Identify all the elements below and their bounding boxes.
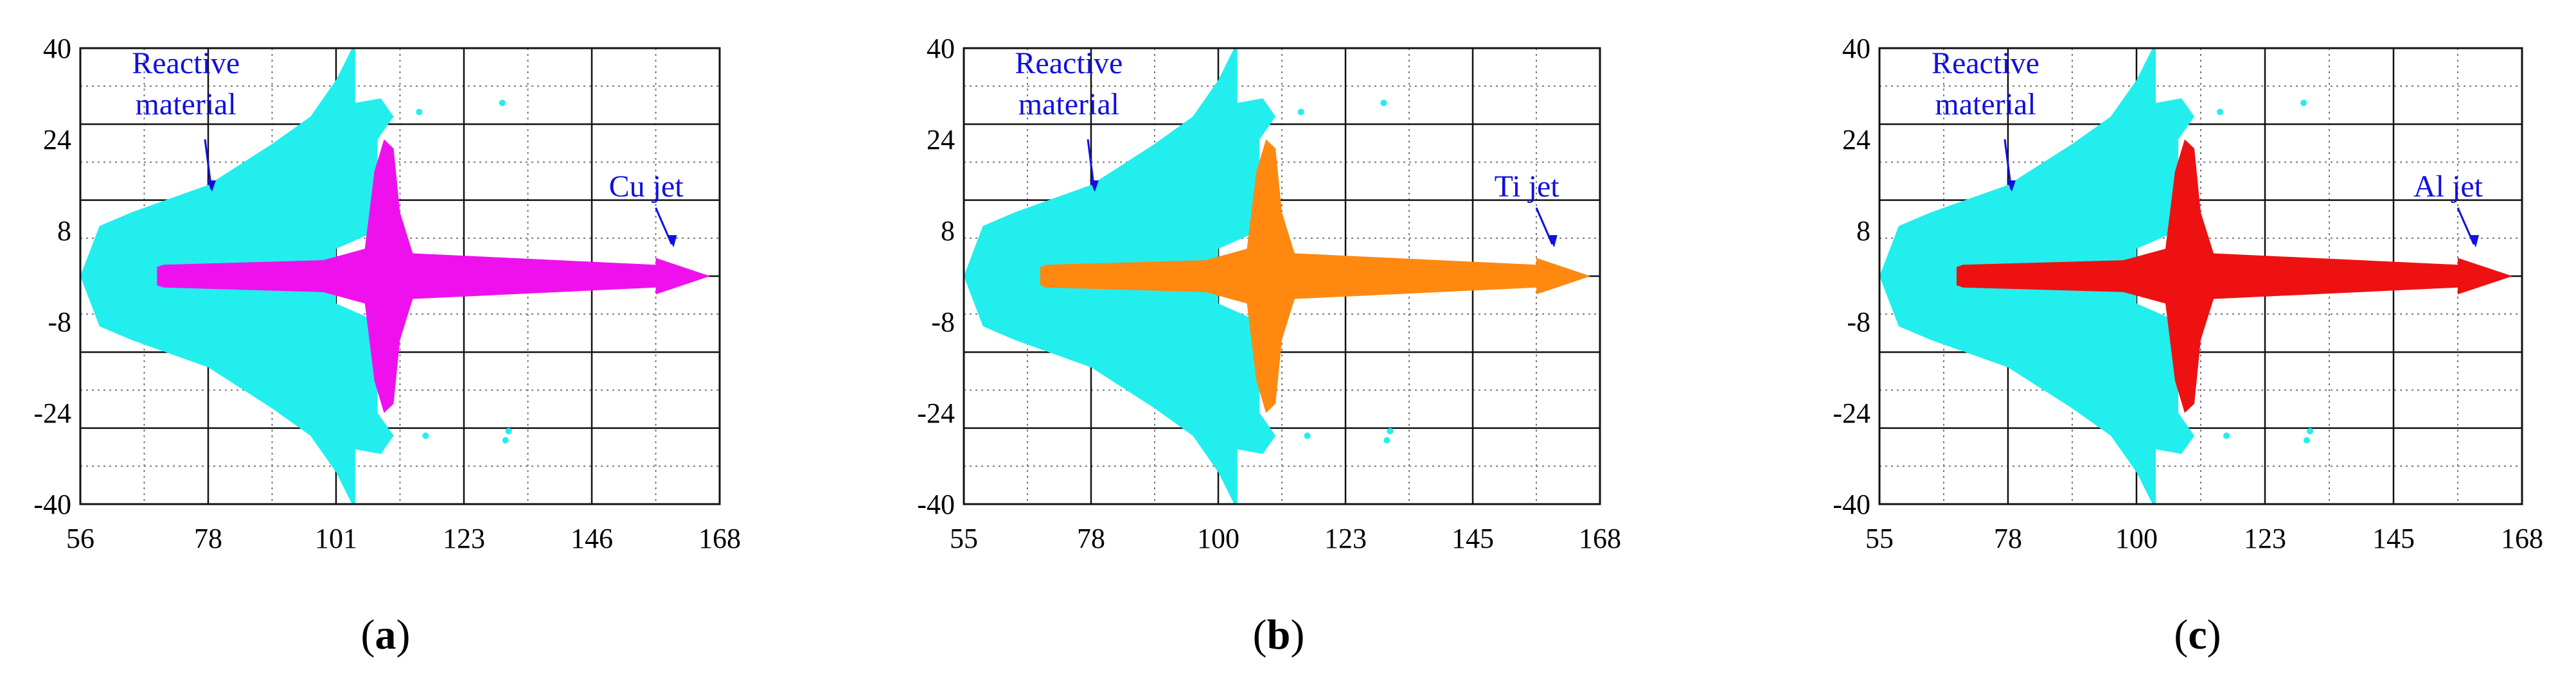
caption-letter: a bbox=[375, 611, 396, 658]
jet-label: Al jet bbox=[2413, 170, 2483, 204]
debris-fragment bbox=[499, 100, 506, 107]
debris-fragment bbox=[422, 432, 429, 439]
debris-fragment bbox=[416, 109, 423, 116]
caption-close-paren: ) bbox=[396, 611, 411, 658]
x-tick-label: 100 bbox=[1197, 523, 1239, 554]
x-tick-label: 168 bbox=[2501, 523, 2543, 554]
plot-frame bbox=[79, 47, 721, 505]
y-tick-label: -24 bbox=[917, 398, 955, 429]
arrowhead-icon bbox=[1547, 235, 1558, 248]
reactive-label-line1: Reactive bbox=[1015, 46, 1123, 80]
arrowhead-icon bbox=[206, 180, 216, 192]
x-tick-label: 78 bbox=[1994, 523, 2022, 554]
caption-letter: b bbox=[1267, 611, 1291, 658]
y-tick-label: -40 bbox=[917, 489, 955, 520]
debris-fragment bbox=[2223, 432, 2230, 439]
plot-frame bbox=[1878, 47, 2523, 505]
debris-fragment bbox=[502, 437, 509, 444]
y-tick-label: 24 bbox=[43, 124, 71, 155]
panel-caption: (b) bbox=[1253, 611, 1305, 658]
x-tick-label: 100 bbox=[2115, 523, 2158, 554]
metal-jet-region bbox=[1957, 139, 2512, 413]
y-tick-label: 40 bbox=[1842, 33, 1870, 64]
x-tick-label: 78 bbox=[1077, 523, 1105, 554]
arrowhead-icon bbox=[1089, 180, 1099, 192]
y-tick-label: -40 bbox=[1833, 489, 1870, 520]
x-tick-label: 145 bbox=[2372, 523, 2415, 554]
metal-jet-region bbox=[1040, 139, 1591, 413]
x-tick-label: 145 bbox=[1452, 523, 1494, 554]
x-tick-label: 123 bbox=[1324, 523, 1367, 554]
debris-fragment bbox=[2217, 109, 2223, 116]
x-tick-label: 101 bbox=[315, 523, 357, 554]
x-tick-label: 56 bbox=[66, 523, 94, 554]
jet-label: Ti jet bbox=[1495, 170, 1560, 204]
y-tick-label: 8 bbox=[57, 215, 71, 247]
caption-close-paren: ) bbox=[1290, 611, 1304, 658]
metal-jet-region bbox=[157, 139, 711, 413]
y-tick-label: -8 bbox=[931, 306, 955, 338]
y-tick-label: 8 bbox=[941, 215, 955, 247]
debris-fragment bbox=[1383, 437, 1390, 444]
y-tick-label: 8 bbox=[1856, 215, 1870, 247]
y-tick-label: -24 bbox=[1833, 398, 1870, 429]
caption-close-paren: ) bbox=[2207, 611, 2221, 658]
debris-fragment bbox=[1005, 295, 1012, 302]
debris-fragment bbox=[1297, 109, 1304, 116]
x-tick-label: 55 bbox=[950, 523, 978, 554]
debris-fragment bbox=[505, 428, 512, 435]
y-tick-label: 24 bbox=[1842, 124, 1870, 155]
debris-fragment bbox=[2304, 437, 2310, 444]
reactive-label-line1: Reactive bbox=[132, 46, 240, 80]
y-tick-label: 40 bbox=[43, 33, 71, 64]
debris-fragment bbox=[1387, 428, 1394, 435]
reactive-label-line2: material bbox=[136, 87, 236, 121]
x-tick-label: 146 bbox=[571, 523, 613, 554]
caption-letter: c bbox=[2188, 611, 2207, 658]
arrowhead-icon bbox=[2469, 235, 2479, 248]
arrowhead-icon bbox=[667, 235, 677, 248]
plot-frame bbox=[963, 47, 1601, 505]
jet-label: Cu jet bbox=[609, 170, 684, 204]
panel-caption: (a) bbox=[361, 611, 411, 658]
y-tick-label: -8 bbox=[48, 306, 71, 338]
reactive-label-line2: material bbox=[1935, 87, 2036, 121]
y-tick-label: -24 bbox=[33, 398, 71, 429]
y-tick-label: -40 bbox=[33, 489, 71, 520]
x-tick-label: 168 bbox=[698, 523, 741, 554]
y-tick-label: -8 bbox=[1847, 306, 1870, 338]
x-tick-label: 78 bbox=[194, 523, 222, 554]
debris-fragment bbox=[2300, 100, 2307, 107]
reactive-label-line1: Reactive bbox=[1932, 46, 2039, 80]
debris-fragment bbox=[2307, 428, 2313, 435]
panel-caption: (c) bbox=[2174, 611, 2221, 658]
debris-fragment bbox=[1921, 295, 1928, 302]
y-tick-label: 24 bbox=[927, 124, 955, 155]
y-tick-label: 40 bbox=[927, 33, 955, 64]
arrowhead-icon bbox=[2007, 180, 2016, 192]
x-tick-label: 168 bbox=[1579, 523, 1621, 554]
x-tick-label: 123 bbox=[443, 523, 485, 554]
caption-open-paren: ( bbox=[361, 611, 375, 658]
debris-fragment bbox=[121, 295, 129, 302]
x-tick-label: 123 bbox=[2244, 523, 2286, 554]
caption-open-paren: ( bbox=[1253, 611, 1267, 658]
debris-fragment bbox=[1304, 432, 1311, 439]
reactive-label-line2: material bbox=[1018, 87, 1119, 121]
debris-fragment bbox=[1380, 100, 1387, 107]
x-tick-label: 55 bbox=[1865, 523, 1894, 554]
caption-open-paren: ( bbox=[2174, 611, 2188, 658]
